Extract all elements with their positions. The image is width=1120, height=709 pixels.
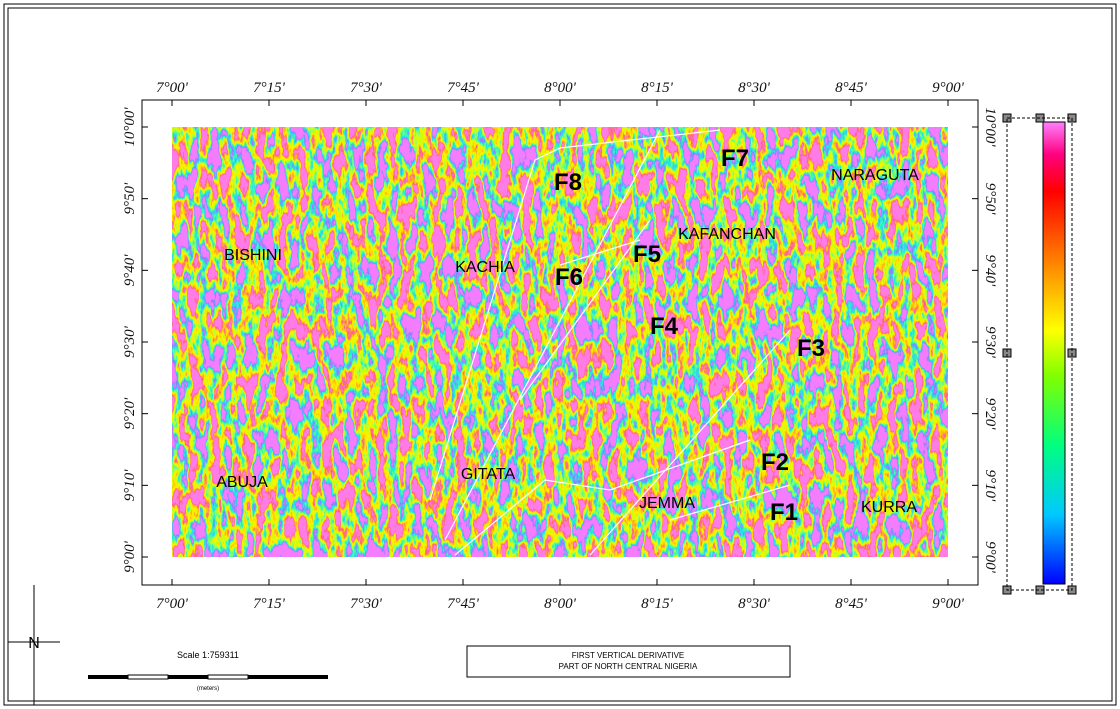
longitude-label: 7°15' — [253, 80, 285, 96]
color-bar — [1042, 121, 1066, 585]
latitude-label: 9°10' — [982, 469, 998, 501]
legend-box — [1006, 117, 1073, 591]
page-border — [7, 7, 1113, 702]
fault-lines — [429, 129, 791, 556]
latitude-label: 10°00' — [982, 107, 998, 147]
longitude-label: 8°00' — [544, 596, 576, 612]
longitude-label: 9°00' — [932, 596, 964, 612]
longitude-label: 7°15' — [253, 596, 285, 612]
fault-label: F2 — [761, 449, 789, 476]
latitude-label: 10°00' — [122, 107, 138, 147]
scale-bar — [207, 674, 249, 680]
latitude-label: 9°30' — [982, 326, 998, 358]
caption-line: FIRST VERTICAL DERIVATIVE — [572, 651, 684, 660]
longitude-label: 9°00' — [932, 80, 964, 96]
scale-title: Scale 1:759311 — [177, 650, 239, 660]
fault-label: F5 — [633, 241, 661, 268]
longitude-label: 7°45' — [447, 80, 479, 96]
latitude-label: 9°40' — [982, 254, 998, 286]
latitude-label: 9°30' — [122, 325, 138, 357]
longitude-label: 8°45' — [835, 596, 867, 612]
longitude-label: 7°30' — [350, 80, 382, 96]
caption-box — [466, 645, 791, 678]
place-label: ABUJA — [216, 474, 268, 491]
place-label: KACHIA — [455, 259, 515, 276]
fault-label: F8 — [554, 169, 582, 196]
page-border — [3, 3, 1117, 706]
north-label: N — [28, 635, 40, 652]
fault-label: F3 — [797, 335, 825, 362]
fault-label: F1 — [770, 499, 798, 526]
latitude-label: 9°40' — [122, 254, 138, 286]
latitude-label: 9°00' — [982, 541, 998, 573]
longitude-label: 7°00' — [156, 80, 188, 96]
latitude-label: 9°00' — [122, 540, 138, 572]
place-label: KAFANCHAN — [678, 226, 776, 243]
longitude-label: 8°15' — [641, 80, 673, 96]
scale-units: (meters) — [197, 686, 219, 692]
longitude-label: 8°30' — [738, 80, 770, 96]
longitude-label: 7°30' — [350, 596, 382, 612]
latitude-label: 9°50' — [982, 183, 998, 215]
place-label: GITATA — [461, 466, 516, 483]
latitude-label: 9°20' — [122, 397, 138, 429]
longitude-label: 8°00' — [544, 80, 576, 96]
longitude-label: 7°00' — [156, 596, 188, 612]
fault-label: F4 — [650, 313, 679, 340]
north-arrow — [8, 585, 60, 705]
longitude-label: 8°45' — [835, 80, 867, 96]
place-label: KURRA — [861, 499, 917, 516]
fault-label: F6 — [555, 264, 583, 291]
latitude-label: 9°10' — [122, 469, 138, 501]
place-label: BISHINI — [224, 247, 282, 264]
latitude-label: 9°20' — [982, 398, 998, 430]
longitude-label: 8°15' — [641, 596, 673, 612]
latitude-label: 9°50' — [122, 182, 138, 214]
longitude-label: 8°30' — [738, 596, 770, 612]
longitude-label: 7°45' — [447, 596, 479, 612]
fault-label: F7 — [721, 145, 749, 172]
place-label: NARAGUTA — [831, 167, 919, 184]
derivative-raster — [172, 127, 948, 557]
scale-bar — [127, 674, 169, 680]
caption-line: PART OF NORTH CENTRAL NIGERIA — [559, 662, 698, 671]
place-label: JEMMA — [639, 495, 695, 512]
